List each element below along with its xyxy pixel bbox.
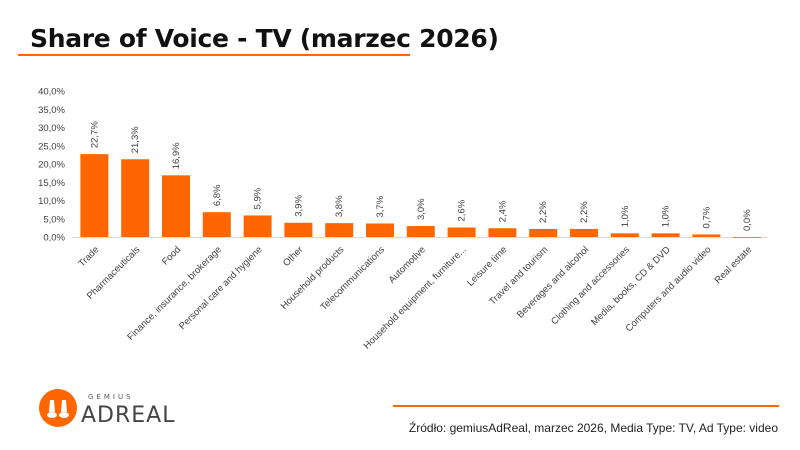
bar [488,228,517,237]
bar [610,233,639,237]
footer-divider [393,405,779,407]
x-tick-label: Personal care and hygiene [177,244,265,332]
bar [121,159,150,237]
x-tick-label: Real estate [713,244,755,286]
bar [325,223,354,237]
bar [284,222,313,237]
bar-chart: 0,0% 5,0% 10,0% 15,0% 20,0% 25,0% 30,0% 35,0% 40… [38,87,768,351]
page-title: Share of Voice - TV (marzec 2026) [30,24,499,53]
data-label: 5,9% [253,187,264,209]
binoculars-icon [39,389,77,427]
y-tick-label: 25,0% [38,141,65,152]
y-tick-label: 10,0% [38,196,65,207]
bar [447,227,476,237]
x-tick-label: Leisure time [465,244,509,288]
data-label: 3,7% [375,195,386,217]
data-label: 1,0% [661,205,672,227]
y-tick-label: 0,0% [43,233,65,244]
y-tick-label: 30,0% [38,123,65,134]
data-label: 0,7% [701,206,712,228]
y-tick-label: 20,0% [38,160,65,171]
x-tick-label: Automotive [387,244,428,285]
data-label: 2,4% [497,200,508,222]
bar [406,226,435,237]
data-label: 0,0% [742,209,753,231]
y-tick-label: 15,0% [38,178,65,189]
logo-adreal: ADREAL [81,403,175,428]
title-underline [18,54,410,56]
x-tick-label: Trade [76,244,101,269]
data-label: 22,7% [89,121,100,148]
logo-gemius: GEMIUS [88,393,134,401]
adreal-logo: GEMIUS ADREAL [39,389,175,428]
data-label: 2,2% [579,201,590,223]
bar [733,237,762,238]
bar [162,175,190,237]
data-label: 3,0% [416,198,427,220]
data-label: 16,9% [171,142,182,169]
bar [692,234,721,237]
y-tick-label: 40,0% [38,87,65,98]
bar [529,228,558,237]
y-tick-label: 35,0% [38,105,65,116]
data-label: 21,3% [130,126,141,153]
data-label: 3,8% [334,195,345,217]
bar [243,215,272,237]
x-tick-label: Food [160,244,183,267]
x-tick-label: Beverages and alcohol [515,244,591,320]
bar [202,212,231,237]
bar [80,154,109,237]
x-tick-label: Clothing and accessories [549,244,632,327]
bar [366,223,394,237]
bar [651,233,680,237]
y-tick-label: 5,0% [43,214,65,225]
data-label: 2,6% [457,199,468,221]
data-label: 6,8% [212,184,223,206]
data-label: 1,0% [620,205,631,227]
x-tick-label: Media, books, CD & DVD [589,244,673,328]
x-tick-label: Computers and audio video [624,244,714,334]
data-label: 3,9% [293,195,304,217]
x-tick-label: Other [281,244,306,269]
bar [570,228,598,237]
data-label: 2,2% [538,201,549,223]
source-note: Źródło: gemiusAdReal, marzec 2026, Media… [408,421,778,435]
